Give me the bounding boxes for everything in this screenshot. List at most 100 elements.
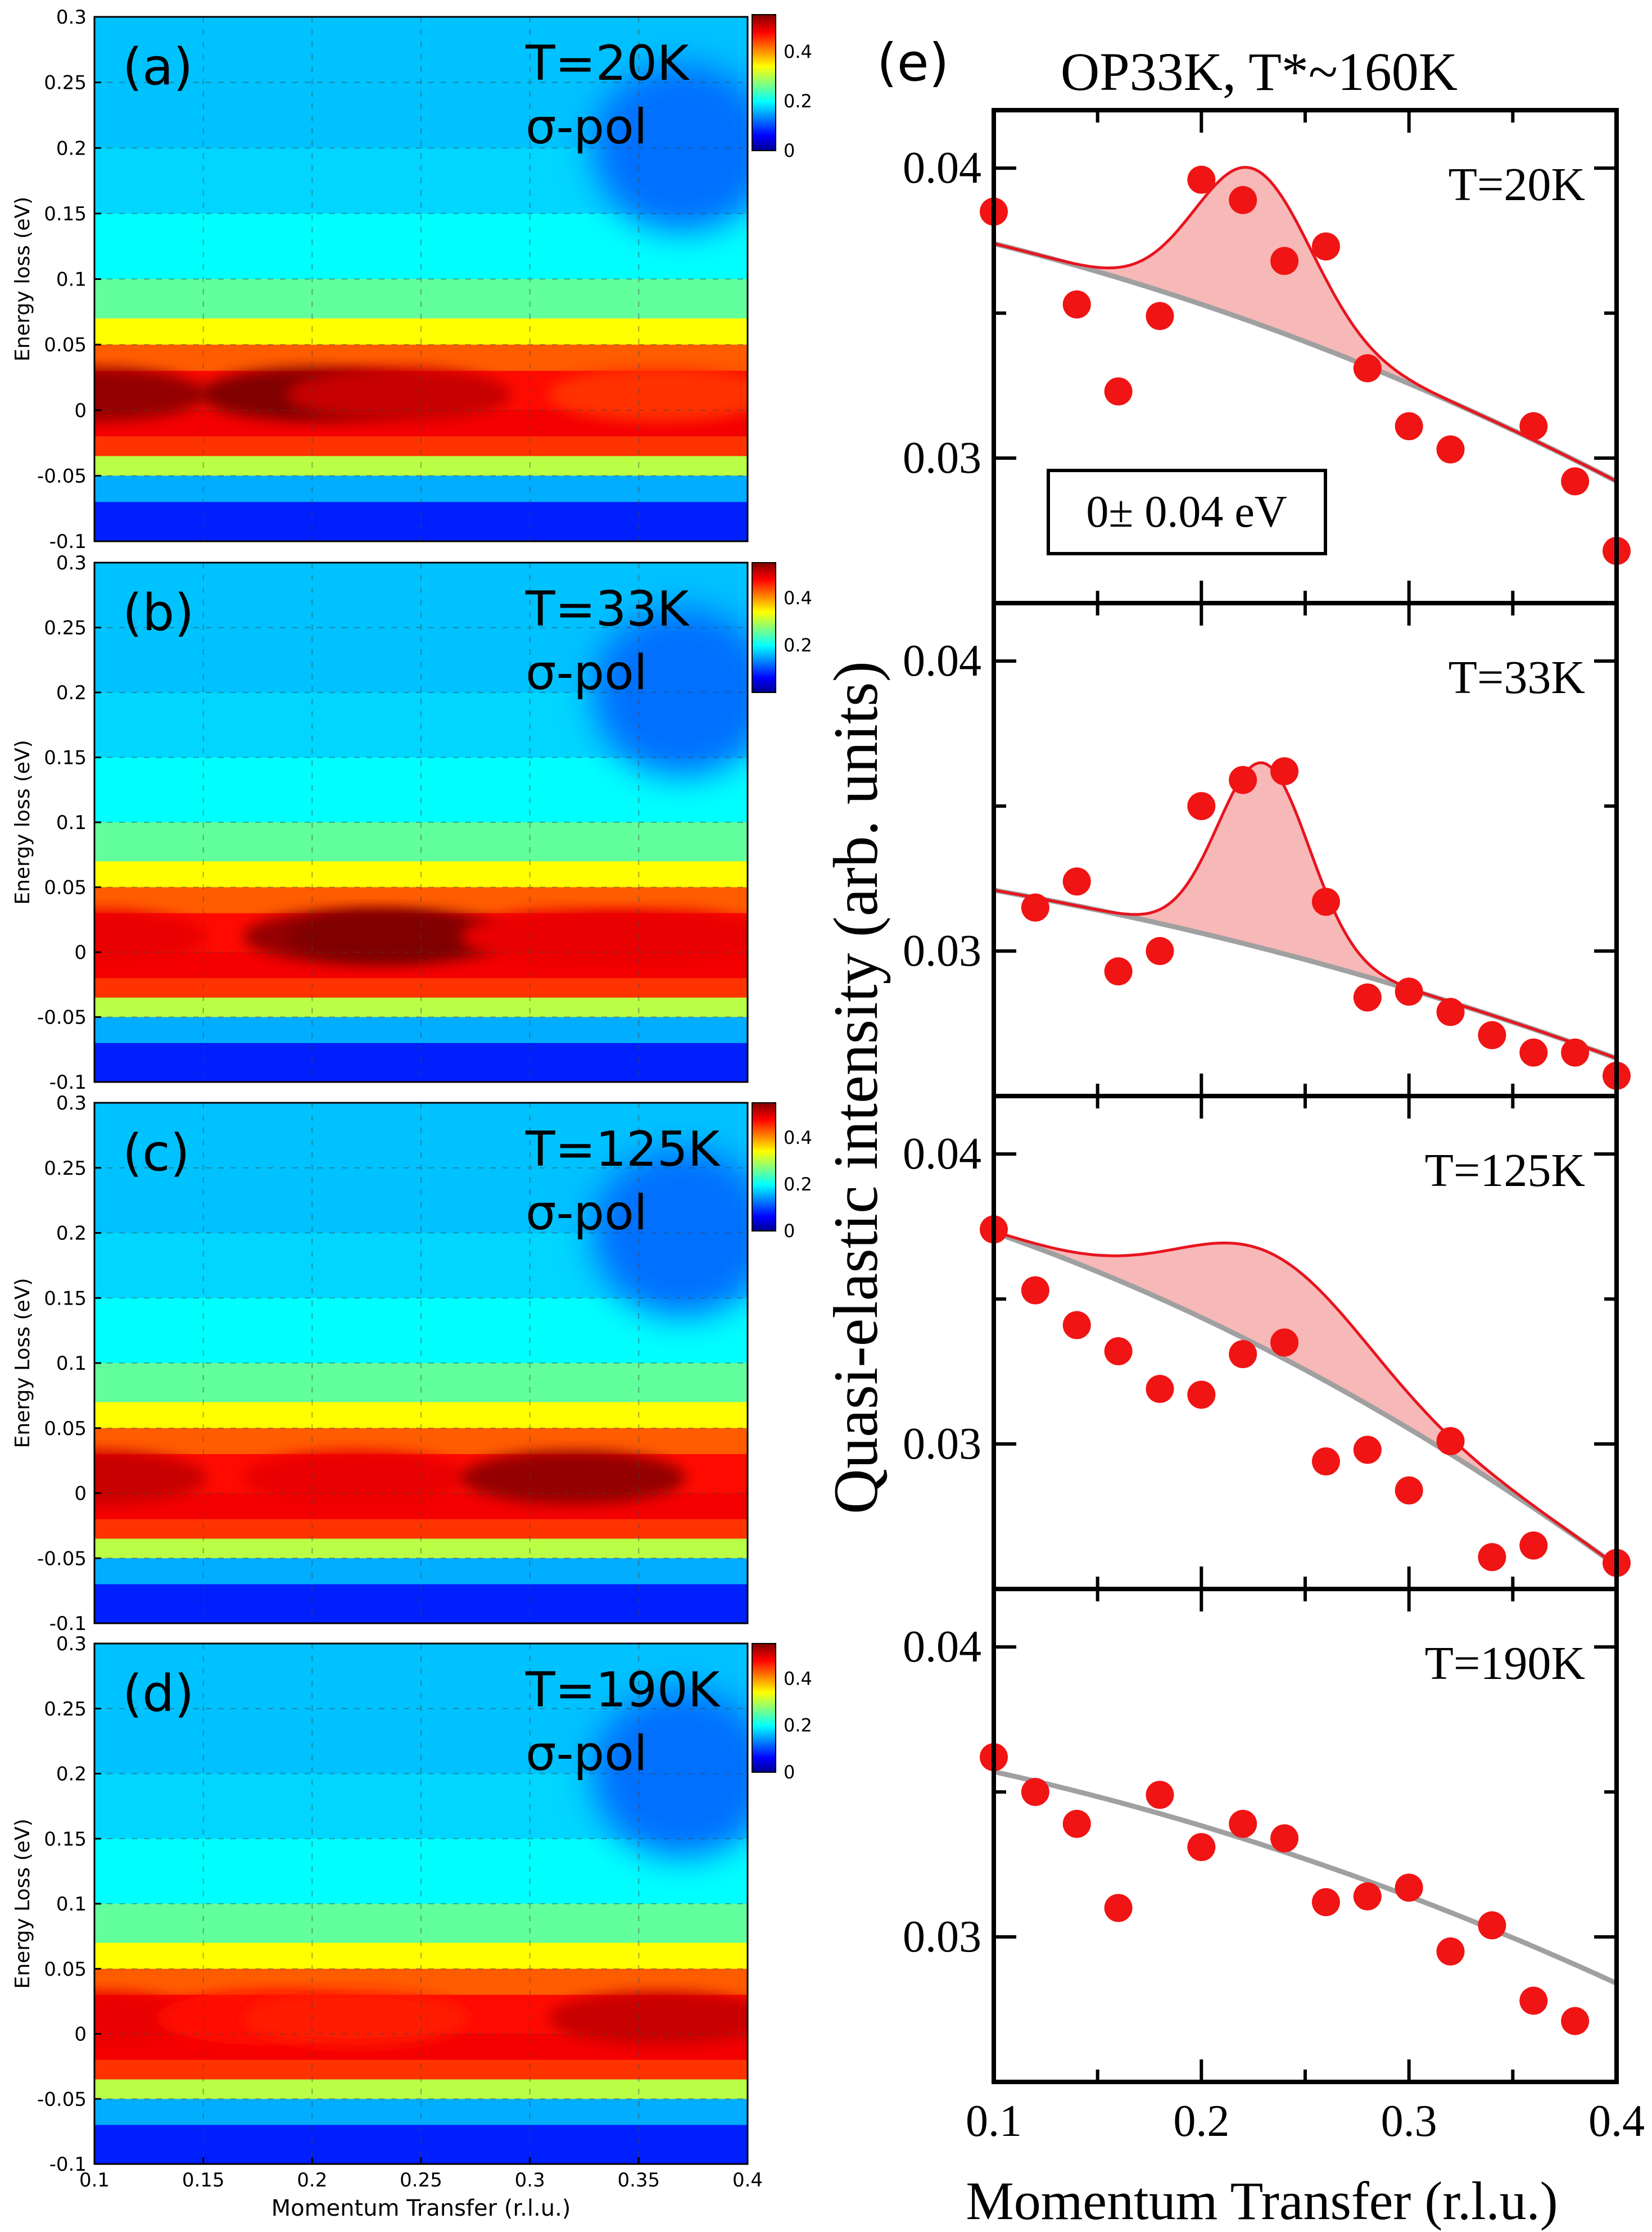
x-axis-label-e: Momentum Transfer (r.l.u.) — [966, 2171, 1558, 2231]
data-point — [1478, 1911, 1506, 1940]
panel-label: (c) — [123, 1124, 190, 1183]
intensity-band — [94, 476, 748, 503]
intensity-band — [94, 822, 748, 862]
x-tick-label: 0.1 — [79, 2169, 110, 2192]
colorbar-tick-label: 0.4 — [784, 1127, 812, 1148]
data-point — [1021, 893, 1049, 922]
polarization-label: σ-pol — [526, 645, 648, 701]
data-point — [1519, 1531, 1548, 1560]
colorbar-tick-label: 0.2 — [784, 1174, 812, 1195]
temperature-label: T=125K — [1425, 1144, 1585, 1197]
scatter-subpanel-1: 0.03 0.04 T=20K 0± 0.04 eV — [903, 108, 1631, 605]
colorbar-tick-label: 0.4 — [784, 1668, 812, 1689]
heatmap-d: -0.1 -0.05 0 0.05 0.1 0.15 0.2 0.25 0.3 Energy Lo… — [11, 1633, 812, 2221]
colorbar-tick-label: 0 — [784, 1762, 795, 1783]
data-point — [1104, 1894, 1133, 1922]
intensity-band — [94, 318, 748, 346]
data-point — [1187, 1833, 1216, 1862]
data-point — [1062, 1809, 1091, 1838]
heatmap-field — [94, 17, 748, 541]
panel-label: (a) — [123, 38, 193, 97]
y-tick-label: 0.3 — [56, 1633, 87, 1655]
panel-label-e: (e) — [877, 33, 949, 93]
heatmap-field — [94, 563, 748, 1082]
grid — [94, 1103, 748, 1623]
y-tick-label: 0.05 — [44, 877, 87, 899]
data-point — [1395, 1873, 1423, 1902]
data-point — [1395, 412, 1423, 441]
y-tick-label: 0.1 — [56, 269, 87, 291]
peak-area — [994, 1231, 1617, 1566]
intensity-band — [94, 1968, 748, 1996]
intensity-band — [94, 456, 748, 477]
panel-label: (d) — [123, 1664, 194, 1723]
elastic-peak-spot — [94, 367, 207, 422]
low-intensity-region — [592, 608, 748, 777]
data-point — [1146, 1781, 1174, 1809]
temperature-label: T=20K — [1449, 159, 1585, 211]
data-point — [1062, 867, 1091, 896]
colorbar-tick-label: 0.4 — [784, 41, 812, 62]
data-point — [1353, 983, 1382, 1012]
scatter-subpanel-4: 0.03 0.04 T=190K — [903, 1587, 1619, 2084]
intensity-band — [94, 1839, 748, 1904]
elastic-peak-spot — [287, 367, 512, 422]
grid — [94, 1644, 748, 2164]
x-tick-label: 0.35 — [617, 2169, 660, 2192]
colorbar-tick-label: 0.2 — [784, 1715, 812, 1736]
low-intensity-region — [592, 1148, 748, 1318]
y-tick-label: 0.1 — [56, 1352, 87, 1375]
colorbar-tick-label: 0 — [784, 140, 795, 161]
elastic-peak-spot — [548, 909, 748, 964]
y-tick-label: 0.05 — [44, 334, 87, 356]
data-point — [1187, 165, 1216, 194]
data-point — [1353, 354, 1382, 383]
intensity-band — [94, 1558, 748, 1585]
y-tick-label: 0.25 — [44, 72, 87, 94]
y-axis-label: Energy loss (eV) — [11, 197, 34, 361]
temperature-label: T=20K — [525, 35, 690, 92]
polarization-label: σ-pol — [526, 1185, 648, 1241]
data-point — [1561, 467, 1590, 496]
intensity-band — [94, 1428, 748, 1455]
elastic-peak-spot — [94, 909, 207, 964]
intensity-band — [94, 1538, 748, 1559]
peak-area — [994, 763, 1617, 1058]
y-axis-label: Energy loss (eV) — [11, 740, 34, 904]
data-point — [1229, 1340, 1257, 1369]
intensity-band — [94, 887, 748, 914]
y-tick-label: 0 — [74, 400, 87, 422]
background-fit-line — [993, 1769, 1618, 1986]
colorbar-tick-label: 0.2 — [784, 635, 812, 656]
intensity-band — [94, 2059, 748, 2080]
y-axis-label: Energy Loss (eV) — [11, 1819, 34, 1989]
elastic-peak-spot — [548, 367, 748, 422]
y-tick-label: 0.05 — [44, 1958, 87, 1981]
elastic-peak-spot — [94, 1450, 207, 1505]
y-tick-label: -0.05 — [37, 1547, 87, 1570]
data-point — [1021, 1778, 1049, 1807]
data-point — [1561, 2007, 1590, 2035]
heatmap-a: -0.1 -0.05 0 0.05 0.1 0.15 0.2 0.25 0.3 Energy lo… — [11, 6, 812, 553]
y-tick-label: -0.05 — [37, 2088, 87, 2111]
y-tick-label: 0.3 — [56, 6, 87, 29]
peak-fit-line — [993, 761, 1617, 1060]
y-tick-label: 0.03 — [903, 926, 981, 976]
intensity-band — [94, 757, 748, 823]
x-tick-label: 0.25 — [400, 2169, 442, 2192]
annotation-text: 0± 0.04 eV — [1086, 487, 1287, 537]
scatter-subpanel-3: 0.03 0.04 T=125K — [903, 1094, 1631, 1591]
intensity-band — [94, 2099, 748, 2126]
scatter-subpanel-2: 0.03 0.04 T=33K — [903, 601, 1631, 1098]
x-tick-label: 0.15 — [182, 2169, 225, 2192]
data-point — [1146, 937, 1174, 966]
data-point — [1395, 1476, 1423, 1505]
data-point — [1519, 412, 1548, 441]
peak-area — [994, 167, 1617, 482]
heatmap-panels: -0.1 -0.05 0 0.05 0.1 0.15 0.2 0.25 0.3 Energy lo… — [11, 6, 812, 2221]
x-tick-label: 0.2 — [297, 2169, 327, 2192]
data-point — [1146, 302, 1174, 331]
data-point — [1478, 1021, 1506, 1049]
intensity-band — [94, 213, 748, 280]
y-tick-label: 0.03 — [903, 1912, 981, 1962]
